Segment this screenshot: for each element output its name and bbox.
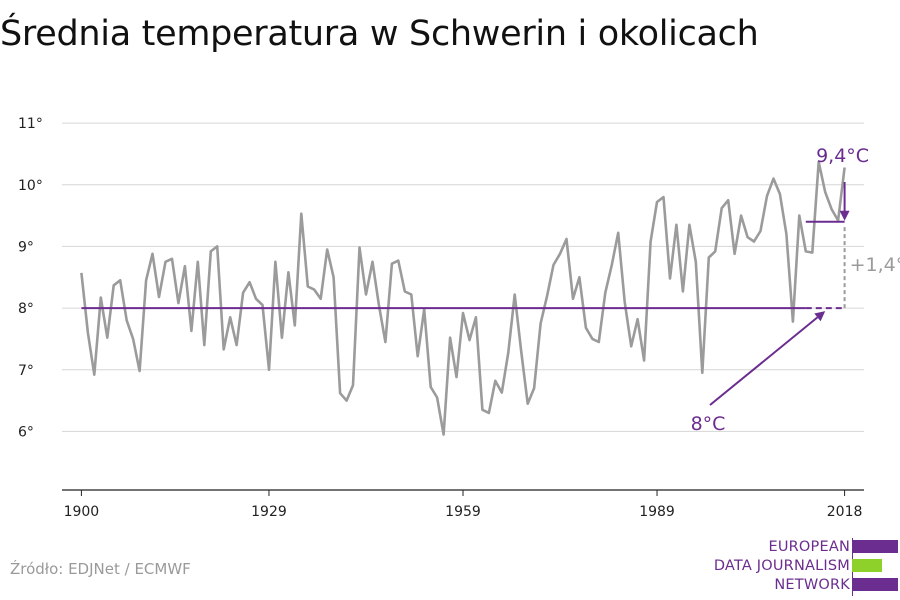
- y-tick-label: 7°: [18, 363, 34, 379]
- x-tick-label: 2018: [827, 504, 863, 520]
- x-tick-label: 1989: [639, 504, 675, 520]
- arrow-up-icon: [814, 311, 826, 322]
- source-note: Źródło: EDJNet / ECMWF: [10, 560, 191, 578]
- chart-title: Średnia temperatura w Schwerin i okolica…: [0, 14, 759, 54]
- logo-bars-icon: [852, 540, 898, 594]
- y-axis-labels: 6° 7° 8° 9° 10° 11°: [18, 116, 43, 440]
- logo-bar-bottom: [852, 578, 898, 591]
- series-layer: [80, 160, 846, 436]
- x-axis: 1900 1929 1959 1989 2018: [62, 489, 864, 520]
- logo-line-2: DATA JOURNALISM: [713, 558, 850, 574]
- recent-value-label: 9,4°C: [816, 145, 869, 167]
- logo-bar-top: [852, 540, 898, 553]
- annotations: +1,4° 9,4°C 8°C: [81, 145, 900, 435]
- logo-text: EUROPEAN DATA JOURNALISM NETWORK: [714, 538, 850, 595]
- x-tick-label: 1900: [64, 504, 100, 520]
- y-tick-label: 9°: [18, 239, 34, 255]
- logo-bar-middle: [852, 559, 882, 572]
- baseline-arrow-shaft: [709, 316, 819, 406]
- y-tick-label: 6°: [18, 424, 34, 440]
- temperature-series-line: [80, 160, 846, 436]
- logo-line-1: EUROPEAN: [768, 539, 850, 555]
- edjnet-logo[interactable]: EUROPEAN DATA JOURNALISM NETWORK: [700, 538, 900, 596]
- y-tick-label: 10°: [18, 178, 43, 194]
- y-tick-label: 11°: [18, 116, 43, 132]
- x-tick-label: 1959: [445, 504, 481, 520]
- y-tick-label: 8°: [18, 301, 34, 317]
- arrow-down-icon: [839, 210, 850, 221]
- x-tick-label: 1929: [251, 504, 287, 520]
- baseline-value-label: 8°C: [691, 413, 726, 435]
- difference-label: +1,4°: [850, 254, 900, 276]
- logo-line-3: NETWORK: [774, 577, 850, 593]
